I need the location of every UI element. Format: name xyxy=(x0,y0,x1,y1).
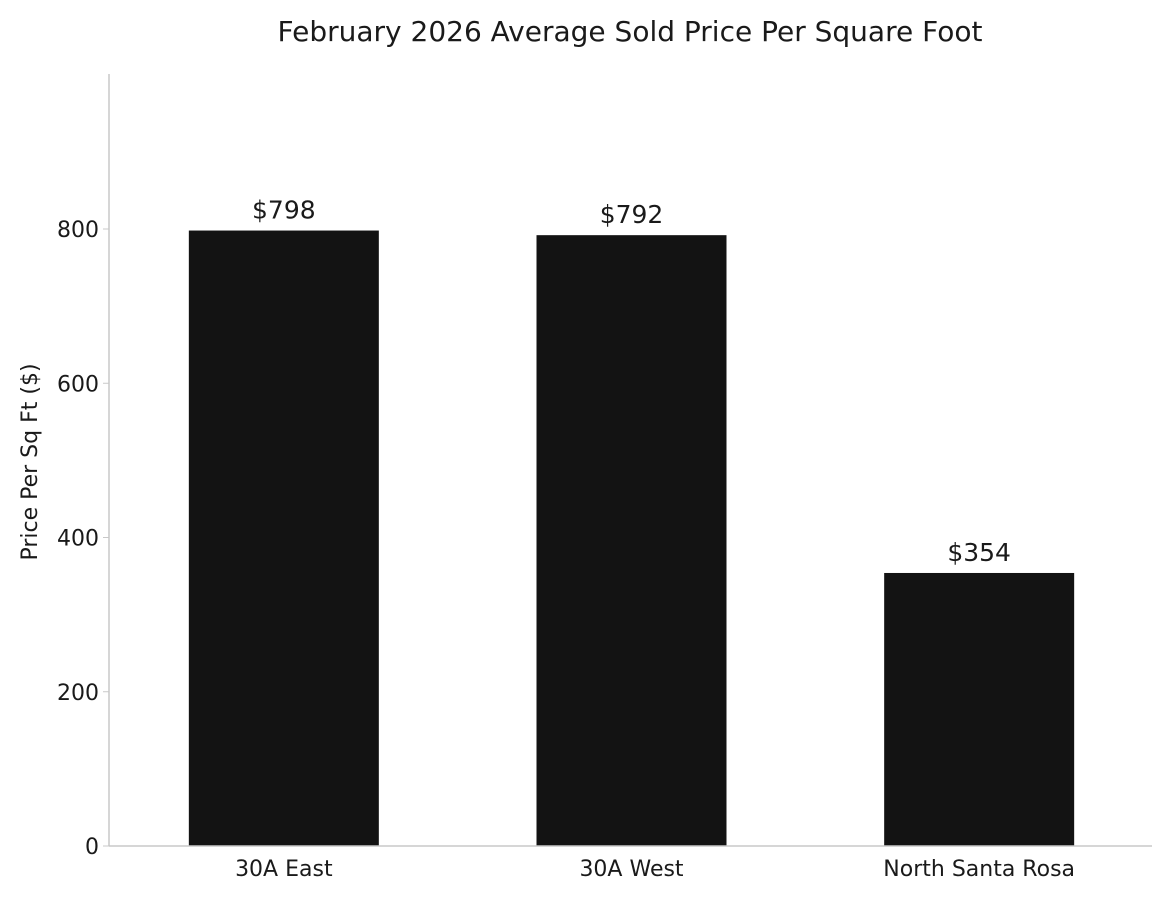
bars-group: $798 $792 $354 xyxy=(188,196,1075,847)
y-tick-label: 600 xyxy=(57,372,99,397)
x-tick-label: North Santa Rosa xyxy=(883,857,1075,882)
y-axis-label: Price Per Sq Ft ($) xyxy=(18,363,43,560)
x-tick-label: 30A East xyxy=(235,857,333,882)
bar xyxy=(884,572,1075,846)
chart-title: February 2026 Average Sold Price Per Squ… xyxy=(278,15,983,48)
y-tick-label: 800 xyxy=(57,218,99,243)
y-tick-label: 200 xyxy=(57,681,99,706)
x-tick-label: 30A West xyxy=(579,857,683,882)
bar xyxy=(188,230,379,847)
bar xyxy=(536,235,727,847)
y-tick-label: 400 xyxy=(57,527,99,552)
y-ticks-group: 0 200 400 600 800 xyxy=(57,218,109,860)
data-label: $792 xyxy=(600,200,664,229)
x-ticks-group: 30A East 30A West North Santa Rosa xyxy=(235,857,1075,882)
data-label: $798 xyxy=(252,196,316,225)
y-tick-label: 0 xyxy=(85,835,99,860)
data-label: $354 xyxy=(947,538,1011,567)
